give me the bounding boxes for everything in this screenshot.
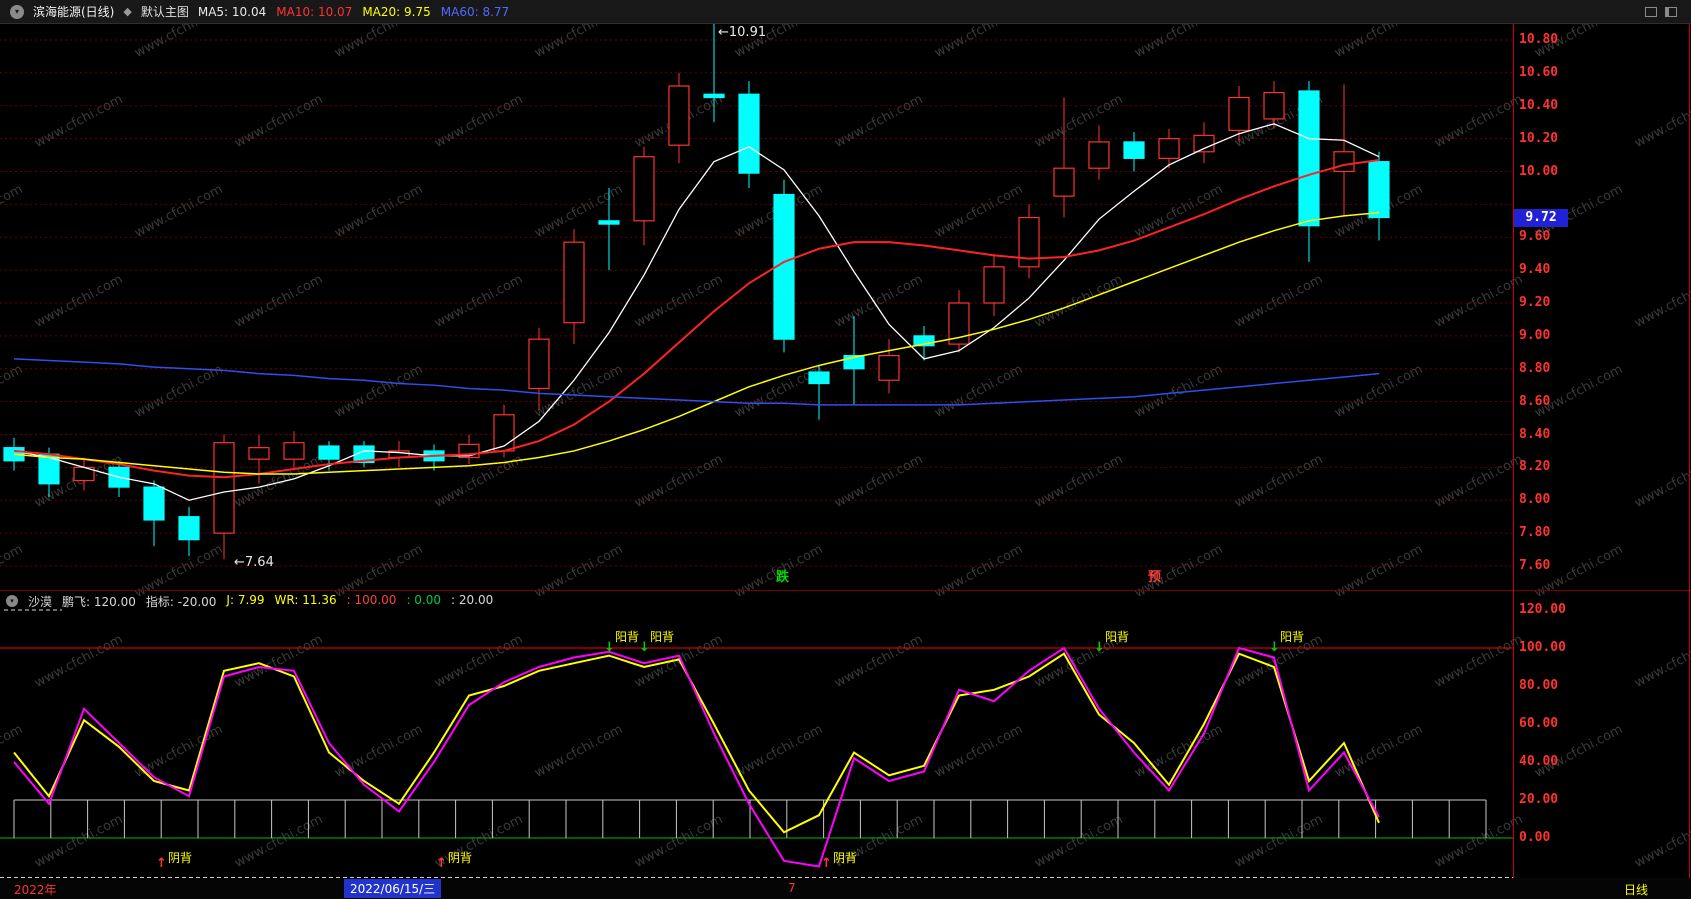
indicator-values: 沙漠 鹏飞: 120.00 指标: -20.00 J: 7.99 WR: 11.36 : … [28,593,493,610]
ma-line-ma20 [13,211,1380,475]
indicator-line-wr [13,646,1380,868]
candle-body[interactable] [528,338,550,390]
ma-legend-item: MA20: 9.75 [362,4,431,19]
candle-body[interactable] [563,241,585,324]
candle-body[interactable] [1088,141,1110,169]
indicator-header-item: 沙漠 [28,594,53,609]
candle-body[interactable] [983,266,1005,304]
window-controls [1645,6,1681,17]
candle-body[interactable] [913,335,935,347]
candle-body[interactable] [1368,161,1390,219]
candle-body[interactable] [38,453,60,485]
candle-body[interactable] [598,220,620,225]
indicator-line-j [13,652,1380,834]
candle-body[interactable] [1158,138,1180,159]
candle-body[interactable] [143,486,165,521]
indicator-header-item: J: 7.99 [226,592,265,607]
ma-line-ma10 [13,159,1380,479]
ma-legend-item: MA10: 10.07 [276,4,353,19]
ma-legend: MA5: 10.04 MA10: 10.07 MA20: 9.75 MA60: 8.7… [198,5,519,19]
indicator-header[interactable]: ▾ 沙漠 鹏飞: 120.00 指标: -20.00 J: 7.99 WR: 11.36… [0,592,493,610]
indicator-header-item: : 0.00 [406,592,442,607]
restore-window-icon[interactable] [1645,6,1657,17]
ma-legend-item: MA5: 10.04 [197,4,267,19]
candle-body[interactable] [1298,90,1320,227]
stock-selector-icon[interactable]: ▾ [10,4,24,19]
ma-legend-item: MA60: 8.77 [440,4,510,19]
candle-body[interactable] [668,85,690,146]
month-label[interactable]: 7 [788,881,796,895]
year-label[interactable]: 2022年 [14,883,57,897]
time-axis-bar: 2022年 2022/06/15/三 7 日线 [0,878,1691,899]
period-label[interactable]: 日线 [1624,883,1649,897]
indicator-header-item: 指标: -20.00 [145,594,217,609]
candle-body[interactable] [283,442,305,460]
split-window-icon[interactable] [1665,6,1677,17]
candle-body[interactable] [353,445,375,464]
candle-body[interactable] [703,93,725,99]
candle-body[interactable] [633,156,655,222]
ma-line-ma5 [13,123,1380,501]
candle-body[interactable] [318,445,340,460]
chart-layout-label[interactable]: 默认主图 [140,5,189,19]
candle-body[interactable] [1333,151,1355,173]
candle-body[interactable] [1053,167,1075,197]
candle-body[interactable] [808,371,830,385]
layout-diamond-icon: ◆ [123,5,132,18]
candle-body[interactable] [1018,216,1040,268]
candle-body[interactable] [738,93,760,174]
candle-body[interactable] [1193,134,1215,153]
indicator-header-item: 鹏飞: 120.00 [62,594,136,609]
candle-body[interactable] [773,193,795,340]
indicator-header-item: WR: 11.36 [274,592,337,607]
candle-body[interactable] [1263,91,1285,120]
ma-line-ma60 [13,358,1380,406]
candle-body[interactable] [948,302,970,345]
indicator-selector-icon[interactable]: ▾ [6,595,18,607]
candle-body[interactable] [178,516,200,541]
candle-body[interactable] [248,447,270,460]
title-bar: ▾ 滨海能源(日线) ◆ 默认主图 MA5: 10.04 MA10: 10.07 M… [0,0,1691,24]
stock-title: 滨海能源(日线) [33,5,115,19]
selected-date-badge: 2022/06/15/三 [344,879,442,898]
candle-body[interactable] [878,355,900,381]
candle-body[interactable] [213,442,235,534]
indicator-header-item: : 100.00 [346,592,397,607]
candle-body[interactable] [1123,141,1145,159]
indicator-header-item: : 20.00 [451,592,494,607]
candle-body[interactable] [1228,96,1250,132]
